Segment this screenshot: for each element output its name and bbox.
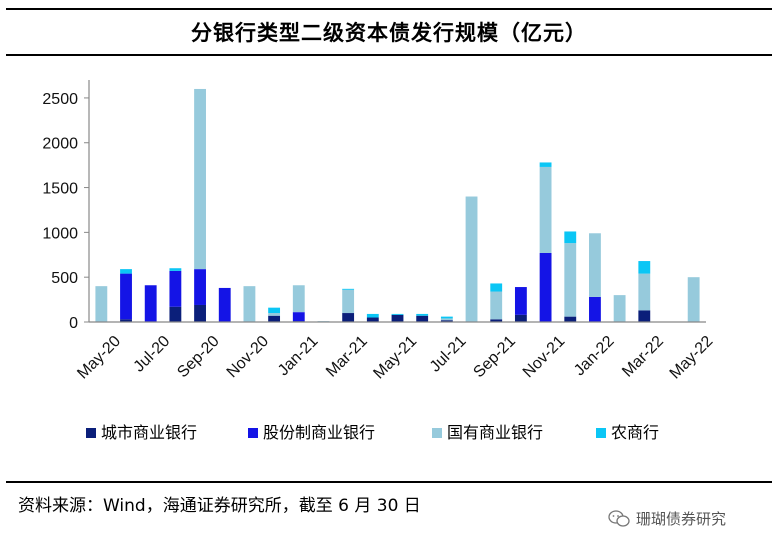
- bars: [95, 88, 700, 322]
- bar-segment-Jun-21-series-0: [416, 315, 429, 322]
- bar-segment-Sep-20-series-1: [194, 269, 206, 305]
- bar-segment-Jul-21-series-0: [440, 320, 453, 322]
- wechat-icon: [608, 509, 630, 527]
- bar-segment-Sep-20-series-0: [194, 304, 206, 322]
- bar-segment-Jan-22-series-2: [589, 233, 601, 297]
- bar-segment-Mar-22-series-3: [638, 261, 651, 274]
- bar-segment-Jul-20-series-1: [144, 285, 157, 322]
- legend-label-1: 股份制商业银行: [263, 423, 375, 442]
- source-divider: [6, 481, 772, 483]
- x-tick-label: May-20: [74, 333, 124, 383]
- bar-segment-Feb-22-series-2: [613, 295, 626, 322]
- x-tick-label: Sep-20: [174, 333, 223, 382]
- x-axis: May-20 Jul-20 Sep-20 Nov-20 Jan-21 Mar-21 May-…: [74, 321, 717, 383]
- bar-segment-Dec-21-series-3: [564, 231, 577, 244]
- bar-segment-Jun-20-series-0: [120, 319, 132, 322]
- bar-segment-Aug-21-series-2: [465, 196, 478, 322]
- legend: 城市商业银行 股份制商业银行 国有商业银行 农商行: [86, 423, 659, 442]
- legend-swatch-1: [248, 428, 258, 438]
- legend-label-2: 国有商业银行: [447, 423, 543, 442]
- bar-segment-Oct-21-series-1: [514, 287, 527, 315]
- bar-segment-Jun-20-series-3: [120, 269, 132, 274]
- bar-segment-Dec-21-series-2: [564, 243, 577, 317]
- bar-segment-Mar-21-series-2: [342, 289, 355, 314]
- bar-segment-Dec-20-series-3: [268, 307, 281, 314]
- bar-segment-May-22-series-2: [687, 277, 700, 322]
- bar-segment-Nov-21-series-1: [539, 252, 552, 322]
- watermark: 珊瑚债券研究: [608, 508, 726, 529]
- x-tick-label: Nov-21: [520, 333, 569, 382]
- bar-segment-Jun-20-series-1: [120, 273, 132, 320]
- bar-segment-Nov-20-series-2: [243, 286, 256, 322]
- bar-segment-Mar-21-series-0: [342, 313, 355, 322]
- x-tick-label: Jan-22: [571, 333, 618, 380]
- bar-segment-Nov-21-series-3: [539, 162, 552, 167]
- x-tick-label: May-21: [370, 333, 420, 383]
- bar-segment-Nov-21-series-2: [539, 166, 552, 253]
- legend-swatch-0: [86, 428, 96, 438]
- x-tick-label: Jul-21: [427, 333, 470, 376]
- legend-swatch-3: [596, 428, 606, 438]
- bar-segment-Apr-21-series-0: [366, 317, 379, 322]
- y-axis: 0 500 1000 1500 2000 2500: [42, 80, 90, 332]
- bar-segment-Dec-20-series-0: [268, 315, 281, 322]
- x-tick-label: Nov-20: [224, 333, 273, 382]
- x-tick-label: Mar-22: [619, 333, 667, 381]
- bar-segment-Jan-21-series-2: [292, 285, 305, 313]
- y-tick-label: 2000: [42, 136, 78, 153]
- bar-segment-May-21-series-0: [391, 314, 404, 322]
- bar-segment-Sep-20-series-2: [194, 88, 206, 270]
- bar-segment-Aug-20-series-3: [169, 268, 182, 271]
- bar-segment-Dec-21-series-0: [564, 316, 577, 322]
- bar-segment-Aug-20-series-1: [169, 270, 182, 307]
- bar-segment-Oct-21-series-0: [514, 314, 527, 322]
- legend-label-3: 农商行: [611, 423, 659, 442]
- x-tick-label: Jul-20: [131, 333, 174, 376]
- bar-segment-Jun-21-series-3: [416, 313, 429, 316]
- bar-segment-Aug-20-series-0: [169, 306, 182, 322]
- bar-segment-Apr-21-series-3: [366, 313, 379, 318]
- watermark-text: 珊瑚债券研究: [636, 510, 727, 528]
- y-tick-label: 0: [69, 315, 78, 332]
- bar-segment-Sep-21-series-3: [490, 283, 503, 292]
- bar-segment-Jan-21-series-1: [292, 312, 305, 322]
- x-tick-label: Sep-21: [470, 333, 519, 382]
- x-tick-label: Mar-21: [323, 333, 371, 381]
- y-tick-label: 500: [51, 270, 78, 287]
- bar-segment-Jul-21-series-3: [440, 316, 453, 319]
- legend-label-0: 城市商业银行: [101, 423, 197, 442]
- bar-segment-May-21-series-3: [391, 313, 404, 315]
- chart-title: 分银行类型二级资本债发行规模（亿元）: [191, 20, 587, 45]
- bar-segment-Sep-21-series-2: [490, 291, 503, 320]
- y-tick-label: 1000: [42, 225, 78, 242]
- x-tick-label: May-22: [667, 333, 717, 383]
- bar-segment-Sep-21-series-0: [490, 319, 503, 322]
- bar-segment-Mar-22-series-2: [638, 273, 651, 311]
- bar-segment-Oct-20-series-1: [218, 287, 231, 322]
- y-tick-label: 2500: [42, 91, 78, 108]
- bar-segment-Dec-20-series-2: [268, 313, 281, 316]
- bar-segment-Jul-21-series-2: [440, 318, 453, 321]
- title-bar: 分银行类型二级资本债发行规模（亿元）: [6, 8, 772, 56]
- bar-segment-Mar-21-series-3: [342, 288, 355, 290]
- bar-segment-Mar-22-series-0: [638, 310, 651, 322]
- source-note: 资料来源：Wind，海通证券研究所，截至 6 月 30 日: [18, 496, 421, 516]
- y-tick-label: 1500: [42, 181, 78, 198]
- legend-swatch-2: [432, 428, 442, 438]
- bar-segment-Jan-22-series-1: [589, 296, 601, 322]
- x-tick-label: Jan-21: [275, 333, 322, 380]
- bar-segment-May-20-series-2: [95, 286, 108, 322]
